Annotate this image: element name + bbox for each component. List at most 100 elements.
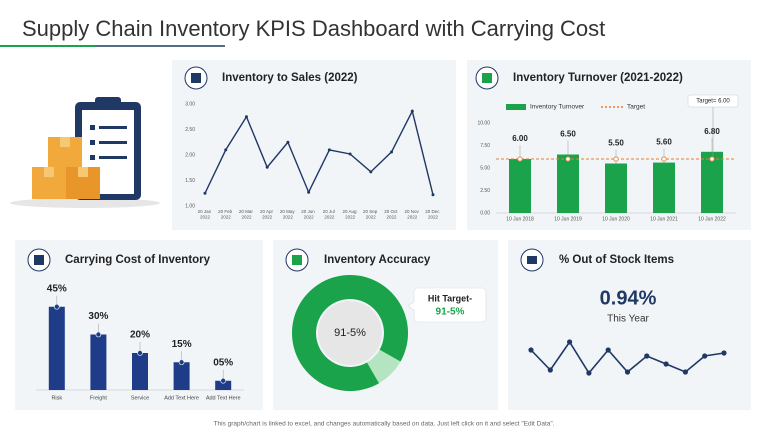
- y-tick-label: 2.50: [480, 188, 490, 194]
- data-point: [178, 359, 185, 366]
- data-point: [203, 191, 207, 195]
- legend-label: Inventory Turnover: [530, 104, 585, 111]
- data-label: 20%: [130, 330, 150, 341]
- callout-text: Hit Target-: [428, 293, 472, 303]
- label-line: 2022: [283, 215, 294, 220]
- data-point: [528, 347, 534, 353]
- data-point: [348, 152, 352, 156]
- target-point: [565, 156, 571, 162]
- x-tick-label: 20 Aug 2022: [342, 209, 357, 219]
- x-tick-label: 10 Jun 2020: [602, 216, 630, 222]
- callout-box: [407, 287, 487, 323]
- bar: [215, 380, 232, 390]
- label-line: 2022: [200, 215, 211, 220]
- data-point: [547, 367, 553, 373]
- label-line: 2022: [324, 215, 335, 220]
- data-point: [390, 150, 394, 154]
- label-line: 2022: [241, 215, 252, 220]
- data-label: 05%: [213, 357, 233, 368]
- x-tick-label: Risk: [51, 395, 62, 401]
- data-point: [605, 347, 611, 353]
- bar: [509, 159, 531, 213]
- bar: [653, 162, 675, 213]
- label-line: 20 Dec: [425, 209, 441, 214]
- data-point: [644, 353, 650, 359]
- x-tick-label: 10 Jun 2019: [554, 216, 582, 222]
- data-point: [53, 303, 60, 310]
- panel-title: % Out of Stock Items: [559, 254, 674, 266]
- x-tick-label: Add Text Here: [164, 395, 199, 401]
- x-tick-label: 20 Mar 2022: [239, 209, 254, 219]
- target-point: [661, 156, 667, 162]
- label-line: 20 May: [280, 209, 296, 214]
- label-line: 2022: [345, 215, 356, 220]
- data-point: [224, 148, 228, 152]
- data-label: 45%: [47, 283, 67, 294]
- icon-glyph: [34, 255, 44, 265]
- bar: [701, 151, 723, 213]
- data-line: [204, 109, 434, 195]
- x-tick-label: 20 Oct 2022: [384, 209, 399, 219]
- panel: [172, 60, 456, 230]
- target-point: [517, 156, 523, 162]
- x-tick-label: 20 Feb 2022: [218, 209, 233, 219]
- icon-glyph: [292, 255, 302, 265]
- x-tick-label: 20 Apr 2022: [260, 209, 274, 219]
- x-tick-label: 20 Jul 2022: [323, 209, 336, 219]
- center-label: 91-5%: [334, 327, 366, 339]
- data-point: [702, 353, 708, 359]
- data-point: [286, 140, 290, 144]
- label-line: 20 Feb: [218, 209, 233, 214]
- data-label: 30%: [88, 311, 108, 322]
- label-line: 20 Jan: [198, 209, 213, 214]
- data-point: [586, 370, 592, 376]
- data-point: [567, 339, 573, 345]
- footer-note: This graph/chart is linked to excel, and…: [214, 421, 555, 428]
- label-line: 20 Aug: [342, 209, 357, 214]
- data-label: 6.80: [704, 127, 720, 136]
- label-line: 20 Sep: [363, 209, 379, 214]
- x-tick-label: 20 Jan 2022: [198, 209, 213, 219]
- donut-slice: [292, 275, 409, 391]
- data-point: [624, 369, 631, 375]
- label-line: 2022: [366, 215, 377, 220]
- y-tick-label: 7.50: [480, 143, 490, 149]
- panel-title: Inventory Turnover (2021-2022): [513, 72, 683, 84]
- bar: [557, 154, 579, 213]
- data-point: [307, 190, 311, 194]
- target-point: [613, 156, 619, 162]
- panel-title: Inventory Accuracy: [324, 254, 431, 266]
- x-tick-label: 10 Jun 2022: [698, 216, 726, 222]
- data-point: [431, 193, 435, 197]
- bar: [173, 362, 190, 390]
- label-line: 20 Oct: [384, 209, 399, 214]
- data-point: [137, 350, 143, 356]
- data-point: [682, 369, 689, 375]
- page-title: Supply Chain Inventory KPIS Dashboard wi…: [22, 16, 605, 41]
- data-point: [265, 165, 269, 169]
- legend-label: Target: [627, 104, 645, 111]
- annotation: Target= 6.00: [696, 99, 730, 105]
- data-point: [721, 350, 727, 356]
- label-line: 2022: [407, 215, 418, 220]
- x-tick-label: 20 Jun 2022: [301, 209, 316, 219]
- data-point: [244, 115, 248, 119]
- bar: [605, 163, 627, 213]
- donut-center: [318, 301, 382, 365]
- x-tick-label: Service: [131, 395, 149, 401]
- panel-title: Carrying Cost of Inventory: [65, 254, 211, 266]
- panel-title: Inventory to Sales (2022): [222, 72, 358, 84]
- data-point: [95, 331, 102, 338]
- kpi-caption: This Year: [607, 314, 649, 325]
- x-tick-label: Freight: [90, 395, 108, 401]
- x-tick-label: Add Text Here: [206, 395, 241, 401]
- data-label: 15%: [172, 339, 192, 350]
- x-tick-label: 20 Nov 2022: [405, 209, 421, 219]
- x-tick-label: 20 Dec 2022: [425, 209, 441, 219]
- bar: [132, 353, 148, 390]
- bar: [90, 334, 107, 390]
- y-tick-label: 1.00: [185, 203, 195, 209]
- label-line: 2022: [304, 215, 315, 220]
- x-tick-label: 20 Sep 2022: [363, 209, 379, 219]
